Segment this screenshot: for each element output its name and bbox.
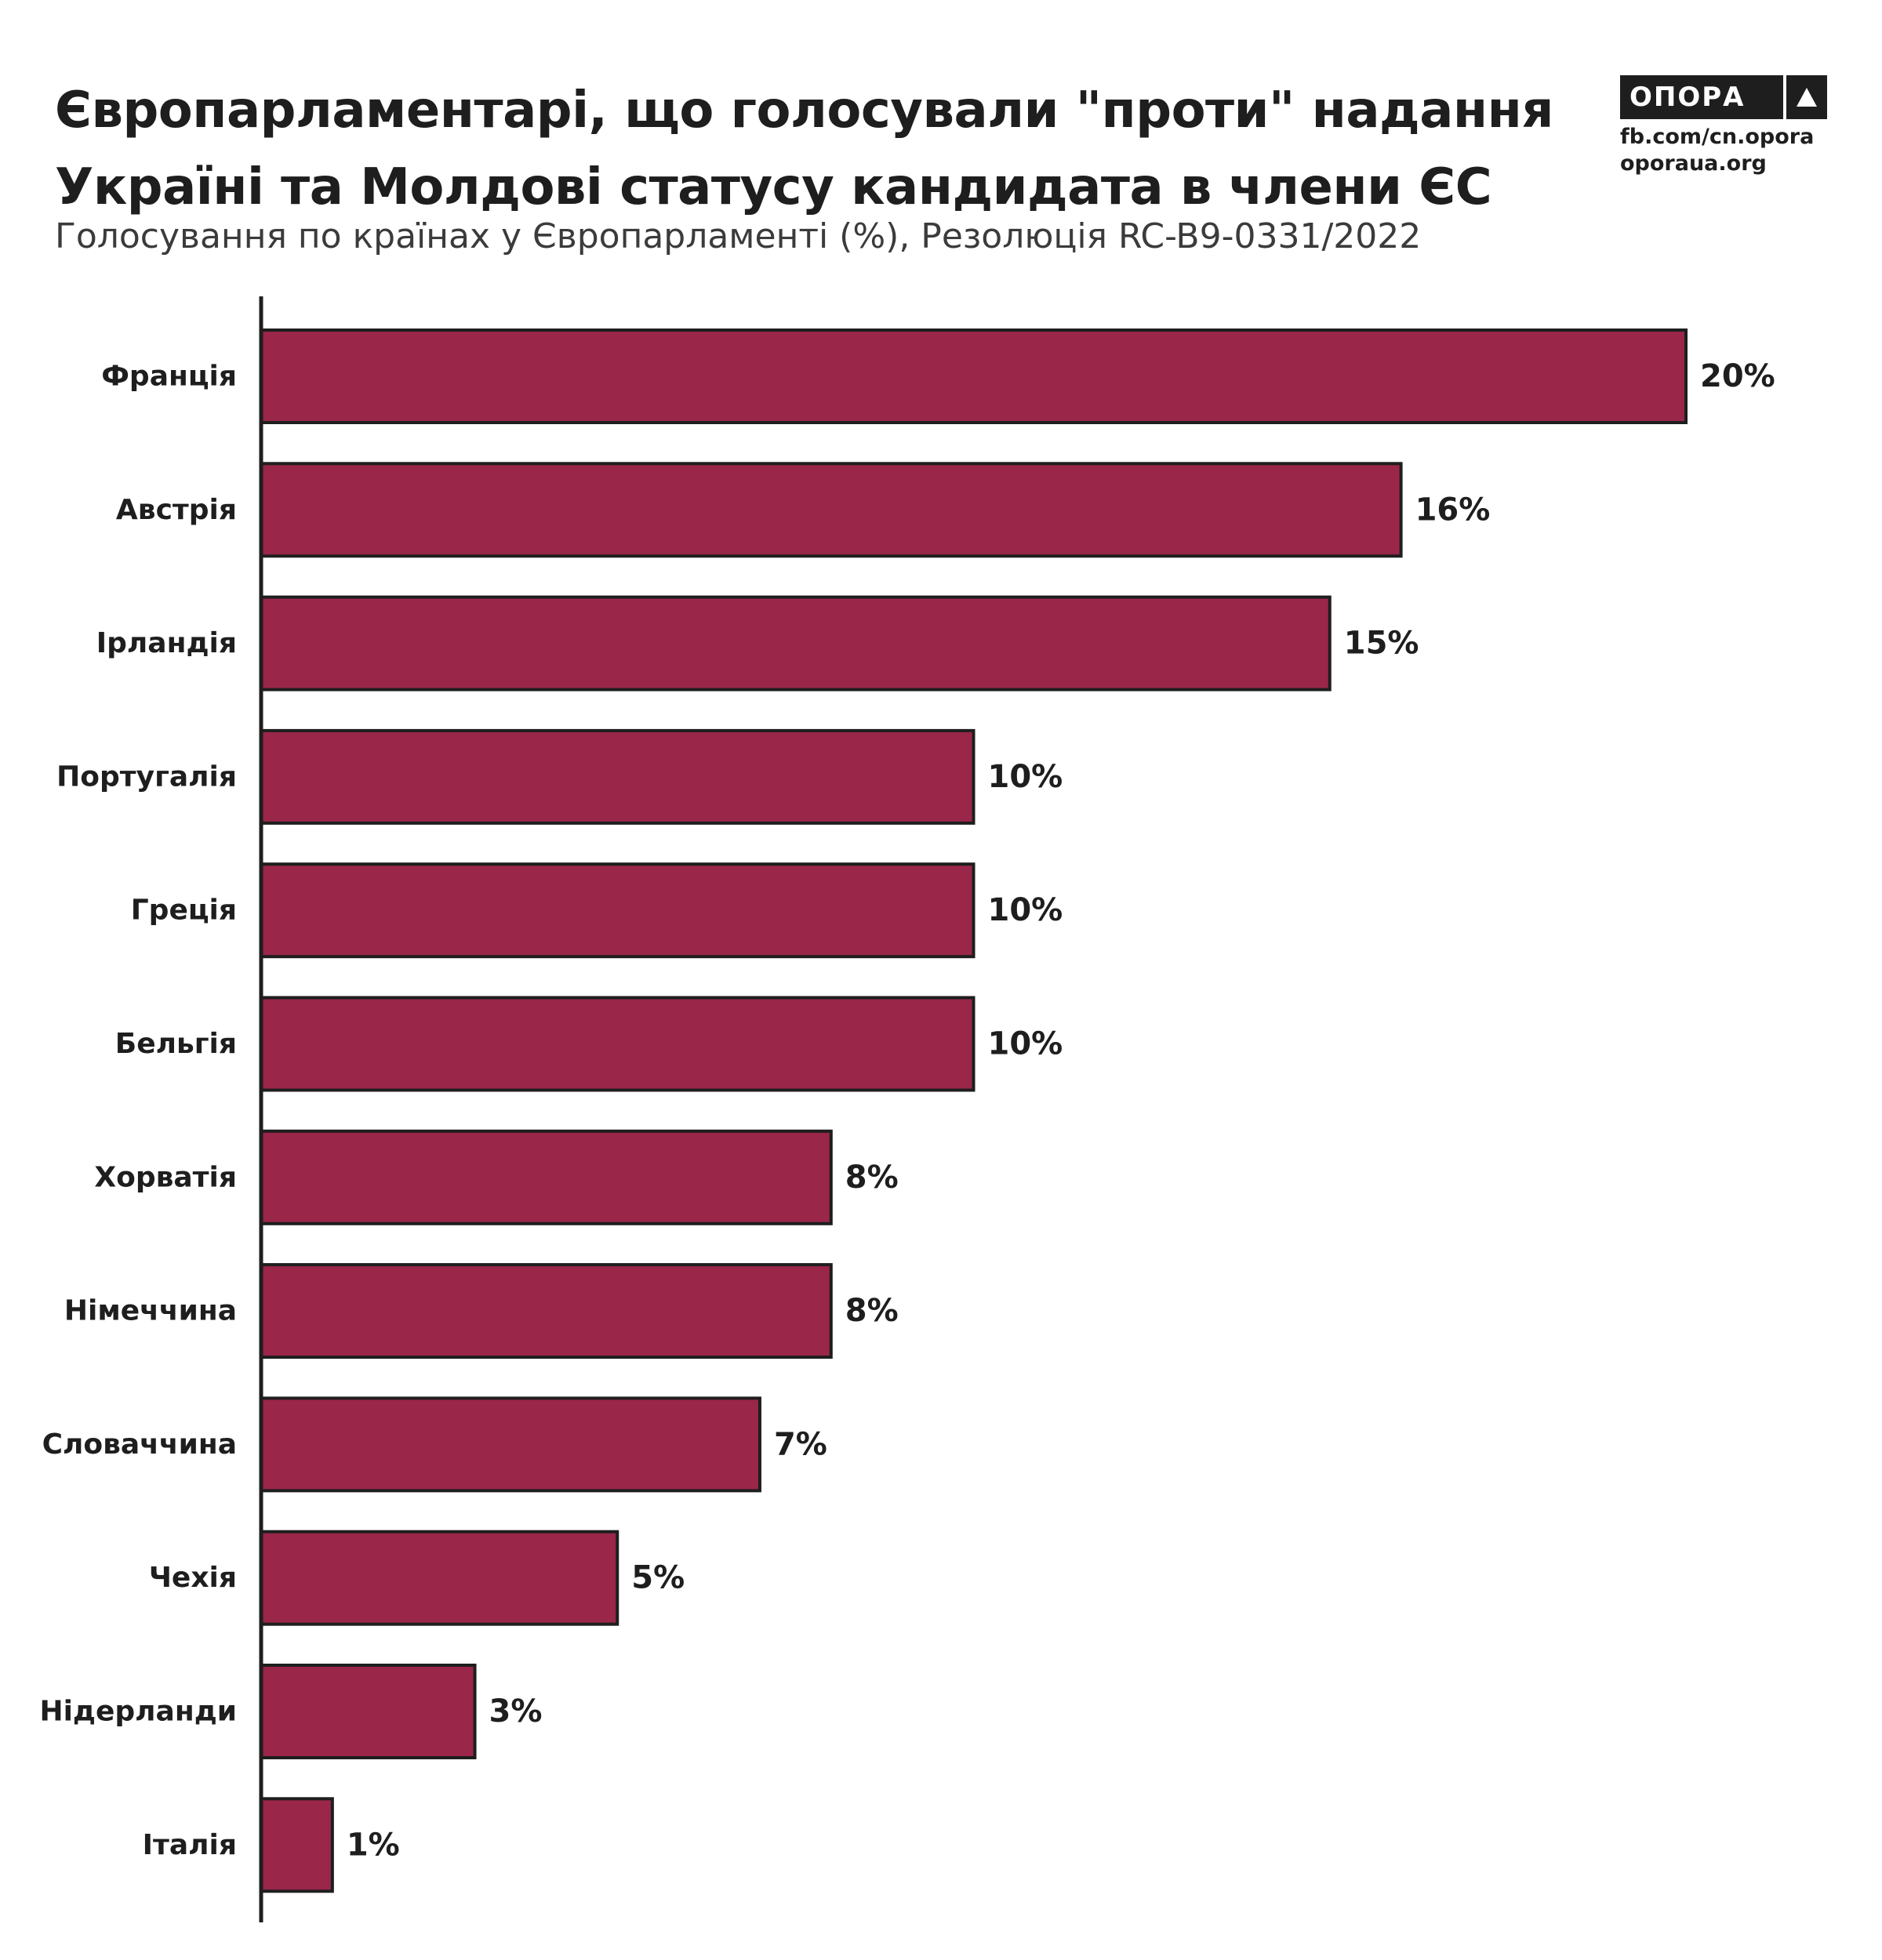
category-label: Австрія [116,494,237,526]
value-label: 8% [845,1160,899,1196]
triangle-icon [1783,75,1827,119]
bar [260,462,1403,558]
category-label: Німеччина [64,1295,237,1327]
bar [260,996,976,1092]
brand-block: ОПОРА fb.com/cn.opora oporaua.org [1620,75,1827,177]
bars-layer: Франція 20% Австрія 16% Ірландія 15% Португалі… [39,328,1775,1893]
bar [260,328,1688,424]
value-label: 10% [988,1026,1063,1062]
category-label: Нідерланди [39,1696,237,1728]
bar [260,1530,619,1626]
value-label: 1% [347,1827,400,1863]
bar [260,1664,477,1759]
value-label: 20% [1700,358,1775,394]
bar [260,1263,833,1359]
value-label: 8% [845,1293,899,1329]
bar [260,728,976,825]
category-label: Словаччина [42,1428,237,1461]
category-label: Греція [131,895,237,927]
bar [260,862,976,959]
category-label: Ірландія [96,627,237,659]
value-label: 10% [988,892,1063,928]
value-label: 10% [988,759,1063,795]
category-label: Італія [143,1829,237,1861]
value-label: 5% [631,1560,685,1596]
chart-subtitle: Голосування по країнах у Європарламенті … [55,216,1422,256]
value-label: 7% [774,1426,827,1462]
category-label: Хорватія [94,1161,237,1193]
category-label: Чехія [149,1562,237,1594]
category-label: Португалія [56,760,237,793]
logo-wordmark: ОПОРА [1629,82,1746,113]
facebook-link[interactable]: fb.com/cn.opora [1620,125,1815,149]
website-link[interactable]: oporaua.org [1620,151,1767,176]
value-label: 16% [1415,492,1491,528]
value-label: 15% [1344,626,1419,662]
bar [260,595,1332,691]
bar [260,1129,833,1225]
value-label: 3% [489,1693,543,1730]
opora-logo: ОПОРА [1620,75,1827,119]
category-label: Бельгія [115,1028,237,1060]
bar [260,1797,334,1893]
bar [260,1396,761,1493]
category-label: Франція [101,361,237,393]
chart-title: Європарламентарі, що голосували "проти" … [55,82,1553,216]
